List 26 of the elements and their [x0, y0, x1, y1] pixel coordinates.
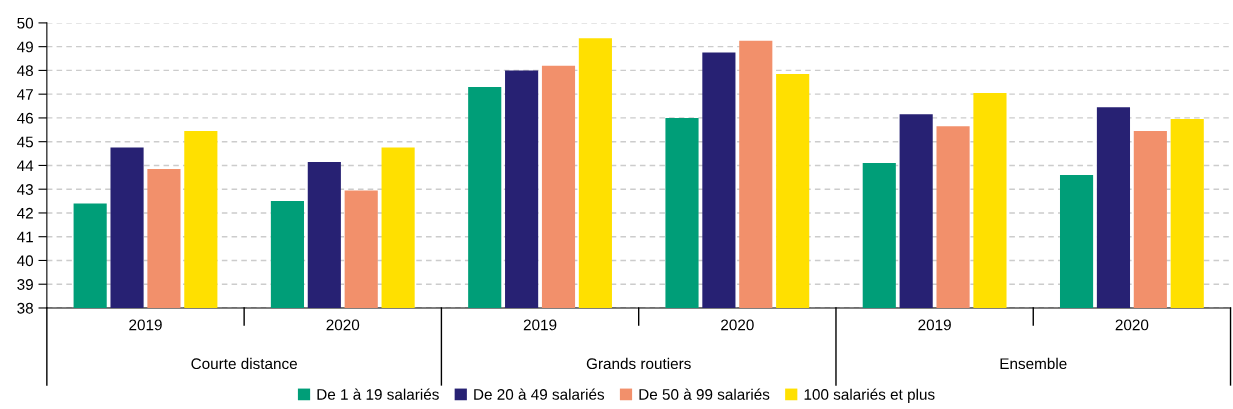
text: Courte distance [191, 357, 297, 370]
y-tick-label: 46 [17, 112, 33, 124]
y-tick-label: 41 [17, 231, 33, 243]
x-tick-label: 2019 [523, 319, 557, 331]
y-tick-label: 40 [17, 255, 34, 267]
text: Grands routiers [586, 357, 691, 370]
legend-label: De 1 à 19 salariés [317, 388, 439, 400]
y-tick-label: 39 [17, 279, 33, 290]
legend-label: De 20 à 49 salariés [474, 388, 605, 400]
y-tick-label: 49 [17, 41, 33, 53]
y-tick-label: 43 [17, 184, 33, 195]
x-tick-label: 2019 [918, 319, 951, 331]
y-tick-label: 42 [17, 207, 33, 219]
y-tick-label: 48 [17, 65, 33, 77]
y-tick-label: 50 [17, 17, 34, 29]
y-tick-label: 45 [17, 136, 34, 148]
x-tick-label: 2020 [326, 319, 360, 331]
x-tick-label: 2020 [1115, 319, 1149, 331]
x-tick-label: 2020 [721, 319, 754, 331]
y-tick-label: 38 [17, 302, 33, 314]
legend-label: 100 salariés et plus [804, 388, 935, 403]
x-tick-label: 2019 [129, 319, 162, 331]
legend-label: De 50 à 99 salariés [639, 388, 770, 400]
y-tick-label: 44 [17, 160, 34, 171]
text: Ensemble [1000, 357, 1067, 370]
y-tick-label: 47 [17, 89, 33, 100]
